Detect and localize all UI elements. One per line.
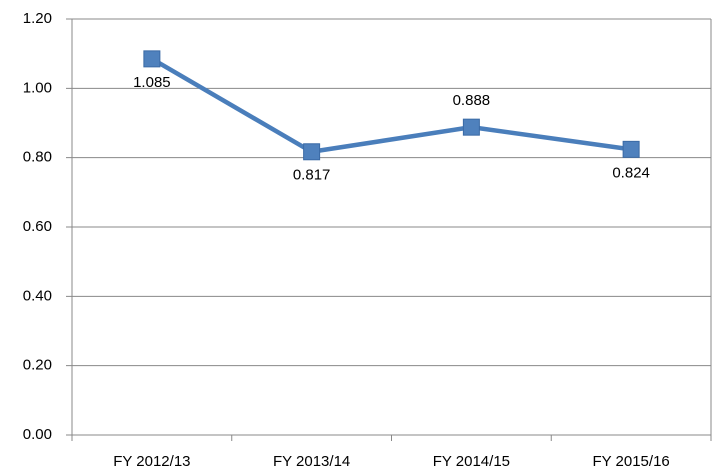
- marker: [303, 143, 321, 161]
- y-tick-label: 0.40: [23, 287, 52, 304]
- y-tick-label: 1.20: [23, 10, 52, 27]
- y-tick-label: 0.20: [23, 357, 52, 374]
- data-label: 0.824: [612, 164, 650, 181]
- y-tick-label: 0.00: [23, 426, 52, 443]
- x-tick-label: FY 2014/15: [433, 453, 510, 470]
- x-tick-label: FY 2013/14: [273, 453, 350, 470]
- data-label: 0.817: [293, 167, 331, 184]
- y-tick-label: 1.00: [23, 79, 52, 96]
- data-label: 1.085: [133, 74, 171, 91]
- x-tick-label: FY 2015/16: [592, 453, 669, 470]
- marker: [622, 140, 640, 158]
- data-label: 0.888: [453, 92, 491, 109]
- marker: [143, 50, 161, 68]
- marker: [462, 118, 480, 136]
- series-line: [150, 56, 632, 155]
- y-tick-label: 0.60: [23, 218, 52, 235]
- x-tick-label: FY 2012/13: [113, 453, 190, 470]
- y-tick-label: 0.80: [23, 149, 52, 166]
